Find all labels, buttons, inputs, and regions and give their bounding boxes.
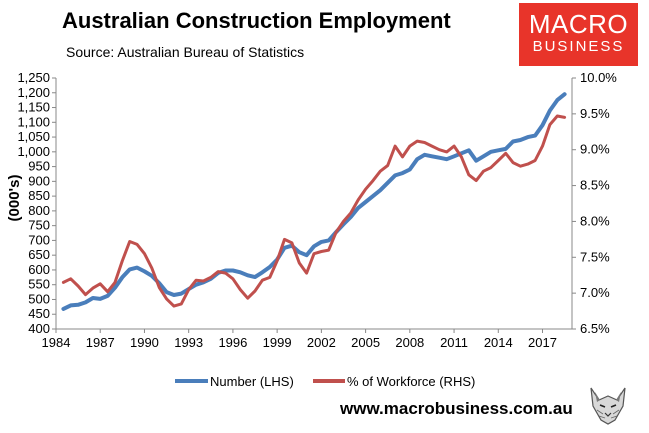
y-tick-label: 1,150 xyxy=(17,100,50,115)
macrobusiness-logo[interactable]: MACRO BUSINESS xyxy=(519,3,638,66)
series-line-workforce xyxy=(61,114,567,308)
y2-tick-label: 6.5% xyxy=(580,321,610,336)
y-tick-label: 750 xyxy=(28,218,50,233)
x-tick-label: 1993 xyxy=(174,335,203,350)
y-tick-label: 1,050 xyxy=(17,129,50,144)
x-tick-label: 1999 xyxy=(263,335,292,350)
legend-label-workforce: % of Workforce (RHS) xyxy=(347,374,475,389)
y-tick-label: 500 xyxy=(28,291,50,306)
x-tick-label: 1996 xyxy=(218,335,247,350)
chart-title: Australian Construction Employment xyxy=(62,8,451,33)
footer-url[interactable]: www.macrobusiness.com.au xyxy=(340,399,573,418)
y-tick-label: 900 xyxy=(28,173,50,188)
x-tick-label: 2008 xyxy=(395,335,424,350)
y-tick-label: 450 xyxy=(28,306,50,321)
y-tick-label: 1,200 xyxy=(17,85,50,100)
y-tick-label: 850 xyxy=(28,188,50,203)
y-tick-label: 1,250 xyxy=(17,70,50,85)
legend: Number (LHS) % of Workforce (RHS) xyxy=(175,374,475,389)
y2-tick-label: 8.0% xyxy=(580,213,610,228)
x-tick-label: 1987 xyxy=(86,335,115,350)
y2-tick-label: 10.0% xyxy=(580,70,617,85)
y-tick-label: 400 xyxy=(28,321,50,336)
logo-line-2: BUSINESS xyxy=(532,38,625,55)
logo-line-1: MACRO xyxy=(528,9,629,39)
chart-source: Source: Australian Bureau of Statistics xyxy=(66,44,305,60)
y2-tick-label: 8.5% xyxy=(580,178,610,193)
axes: 4004505005506006507007508008509009501,00… xyxy=(17,70,617,350)
series-line-number xyxy=(61,92,567,311)
y2-tick-label: 7.5% xyxy=(580,249,610,264)
y-axis-label: (000's) xyxy=(6,175,23,222)
x-tick-label: 2005 xyxy=(351,335,380,350)
wolf-icon xyxy=(585,380,631,426)
plot-area xyxy=(61,92,567,311)
x-tick-label: 2011 xyxy=(440,335,468,350)
x-tick-label: 1990 xyxy=(130,335,159,350)
legend-label-number: Number (LHS) xyxy=(210,374,294,389)
y-tick-label: 950 xyxy=(28,159,50,174)
y2-tick-label: 9.0% xyxy=(580,142,610,157)
y2-tick-label: 9.5% xyxy=(580,106,610,121)
y-tick-label: 700 xyxy=(28,232,50,247)
x-tick-label: 2014 xyxy=(484,335,513,350)
y2-tick-label: 7.0% xyxy=(580,285,610,300)
y-tick-label: 1,000 xyxy=(17,144,50,159)
x-tick-label: 2017 xyxy=(528,335,557,350)
y-tick-label: 650 xyxy=(28,247,50,262)
y-tick-label: 1,100 xyxy=(17,114,50,129)
y-tick-label: 600 xyxy=(28,262,50,277)
x-tick-label: 2002 xyxy=(307,335,336,350)
x-tick-label: 1984 xyxy=(42,335,71,350)
y-tick-label: 800 xyxy=(28,203,50,218)
y-tick-label: 550 xyxy=(28,277,50,292)
